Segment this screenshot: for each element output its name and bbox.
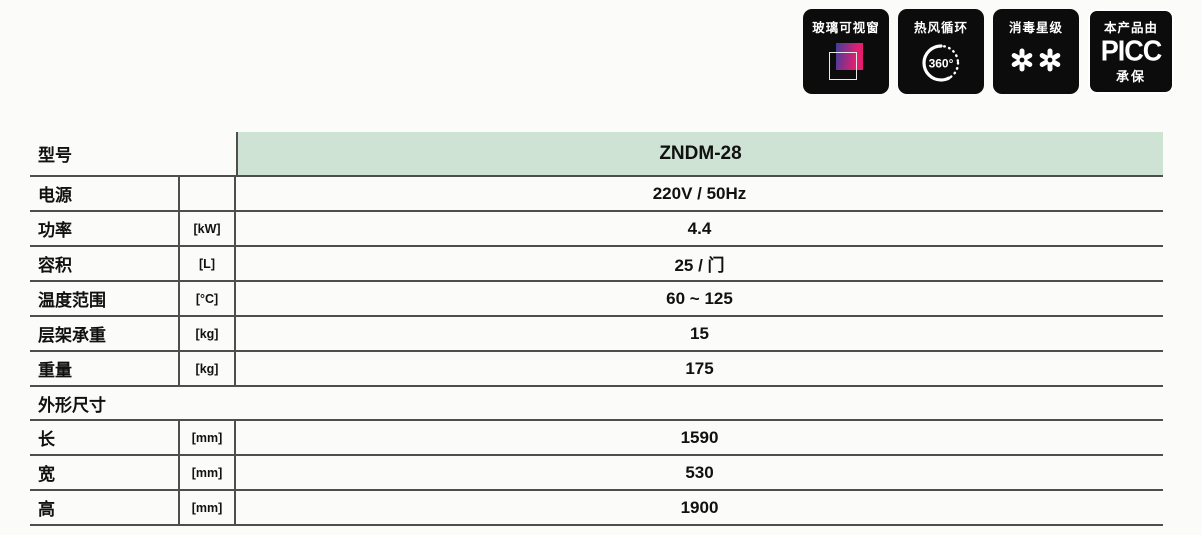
picc-logo: PICC — [1100, 35, 1163, 67]
row-label-cell: 重量 — [38, 361, 72, 380]
row-label-cell: 宽 — [38, 465, 55, 484]
section-header-row: 外形尺寸 — [30, 387, 1163, 421]
row-label-cell: 高 — [38, 500, 55, 519]
glass-window-icon — [825, 40, 867, 84]
model-row-value: ZNDM-28 — [236, 132, 1163, 175]
disinfection-stars-icon — [1011, 48, 1061, 72]
svg-text:360°: 360° — [929, 57, 954, 71]
row-unit-cell: [L] — [178, 247, 236, 280]
glass-window-icon-outline — [829, 52, 857, 80]
section-header-label: 外形尺寸 — [38, 395, 106, 415]
row-unit-cell: [kg] — [178, 352, 236, 385]
row-value-cell: 4.4 — [687, 218, 712, 238]
row-label-cell: 层架承重 — [38, 326, 106, 345]
table-row: 功率 [kW] 4.4 — [30, 212, 1163, 247]
row-label-cell: 容积 — [38, 256, 72, 275]
spec-rows: 电源 220V / 50Hz 功率 [kW] 4.4 容积 [L] 25 / 门… — [30, 177, 1163, 387]
row-unit-cell: [mm] — [178, 421, 236, 454]
row-unit-cell: [mm] — [178, 456, 236, 489]
row-value-cell: 220V / 50Hz — [652, 183, 747, 203]
row-value-cell: 175 — [685, 358, 714, 378]
feature-badges: 玻璃可视窗 热风循环 360° 消毒星级 — [803, 9, 1174, 94]
row-unit-cell: [mm] — [178, 491, 236, 524]
spec-table: 型号 ZNDM-28 电源 220V / 50Hz 功率 [kW] 4.4 容积… — [30, 132, 1163, 526]
badge-disinfection-label: 消毒星级 — [1008, 21, 1063, 35]
table-row: 重量 [kg] 175 — [30, 352, 1163, 387]
row-value-cell: 25 / 门 — [674, 256, 725, 275]
row-value-cell: 15 — [690, 323, 709, 343]
circulation-360-icon: 360° — [922, 44, 960, 82]
table-row: 高 [mm] 1900 — [30, 491, 1163, 526]
row-value-cell: 1590 — [680, 427, 719, 447]
model-row: 型号 ZNDM-28 — [30, 132, 1163, 177]
table-row: 长 [mm] 1590 — [30, 421, 1163, 456]
badge-disinfection-star: 消毒星级 — [993, 9, 1079, 94]
badge-picc-top-label: 本产品由 — [1103, 21, 1158, 35]
model-row-label: 型号 — [38, 146, 72, 165]
row-label-cell: 温度范围 — [38, 291, 106, 310]
badge-glass-window-label: 玻璃可视窗 — [812, 21, 880, 35]
row-unit-cell: [kg] — [178, 317, 236, 350]
table-row: 宽 [mm] 530 — [30, 456, 1163, 491]
dimension-rows: 长 [mm] 1590 宽 [mm] 530 高 [mm] 1900 — [30, 421, 1163, 526]
badge-hot-air-circulation: 热风循环 360° — [898, 9, 984, 94]
table-row: 温度范围 [°C] 60 ~ 125 — [30, 282, 1163, 317]
row-unit-cell: [°C] — [178, 282, 236, 315]
row-value-cell: 1900 — [680, 497, 719, 517]
badge-picc-insured: 本产品由 PICC 承保 — [1088, 9, 1174, 94]
row-unit-cell — [178, 177, 236, 210]
row-unit-cell: [kW] — [178, 212, 236, 245]
glass-window-icon-fill — [836, 43, 863, 70]
row-label-cell: 功率 — [38, 221, 72, 240]
row-value-cell: 60 ~ 125 — [666, 288, 733, 308]
table-row: 层架承重 [kg] 15 — [30, 317, 1163, 352]
row-label-cell: 电源 — [38, 186, 72, 205]
row-label-cell: 长 — [38, 430, 55, 449]
badge-hot-air-label: 热风循环 — [913, 21, 968, 35]
table-row: 电源 220V / 50Hz — [30, 177, 1163, 212]
badge-glass-window: 玻璃可视窗 — [803, 9, 889, 94]
badge-picc-bottom-label: 承保 — [1115, 69, 1146, 85]
table-row: 容积 [L] 25 / 门 — [30, 247, 1163, 282]
row-value-cell: 530 — [685, 462, 714, 482]
